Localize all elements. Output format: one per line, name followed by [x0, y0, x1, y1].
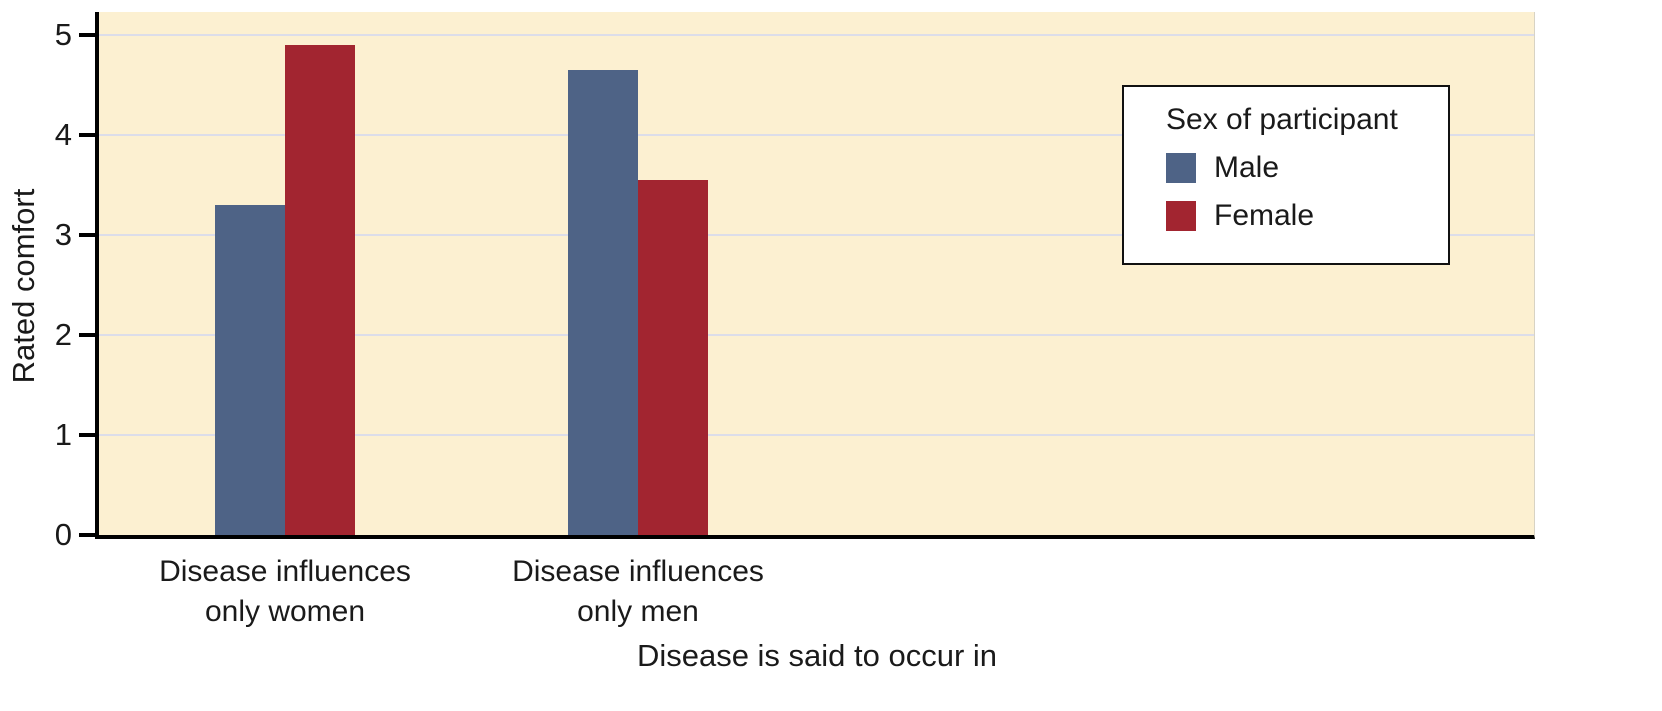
y-tick-label: 3 [54, 217, 72, 252]
legend-label: Female [1214, 199, 1315, 232]
bar-male-group2 [568, 70, 638, 535]
legend-swatch-icon [1166, 153, 1196, 183]
legend-items: Male Female [1166, 151, 1448, 233]
bar-male-group1 [215, 205, 285, 535]
legend-swatch-icon [1166, 201, 1196, 231]
gridline [99, 234, 1534, 236]
bar-female-group2 [638, 180, 708, 535]
y-tick-mark [79, 433, 95, 437]
y-tick-label: 4 [54, 117, 72, 152]
y-tick-mark [79, 133, 95, 137]
legend-label: Male [1214, 151, 1280, 184]
x-axis-title: Disease is said to occur in [636, 638, 998, 673]
y-tick-mark [79, 333, 95, 337]
gridline [99, 134, 1534, 136]
y-tick-mark [79, 533, 95, 537]
gridline [99, 34, 1534, 36]
gridline [99, 434, 1534, 436]
y-tick-mark [79, 33, 95, 37]
bar-female-group1 [285, 45, 355, 535]
x-category-label: Disease influences only women [159, 555, 411, 628]
legend-item-female: Female [1166, 199, 1448, 233]
y-tick-label: 2 [54, 317, 72, 352]
y-tick-mark [79, 233, 95, 237]
y-tick-label: 0 [54, 517, 72, 552]
x-category-label: Disease influences only men [512, 555, 764, 628]
legend: Sex of participant Male Female [1122, 85, 1450, 265]
legend-item-male: Male [1166, 151, 1448, 185]
y-tick-label: 5 [54, 17, 72, 52]
y-tick-label: 1 [54, 417, 72, 452]
gridline [99, 334, 1534, 336]
legend-title: Sex of participant [1166, 103, 1398, 136]
